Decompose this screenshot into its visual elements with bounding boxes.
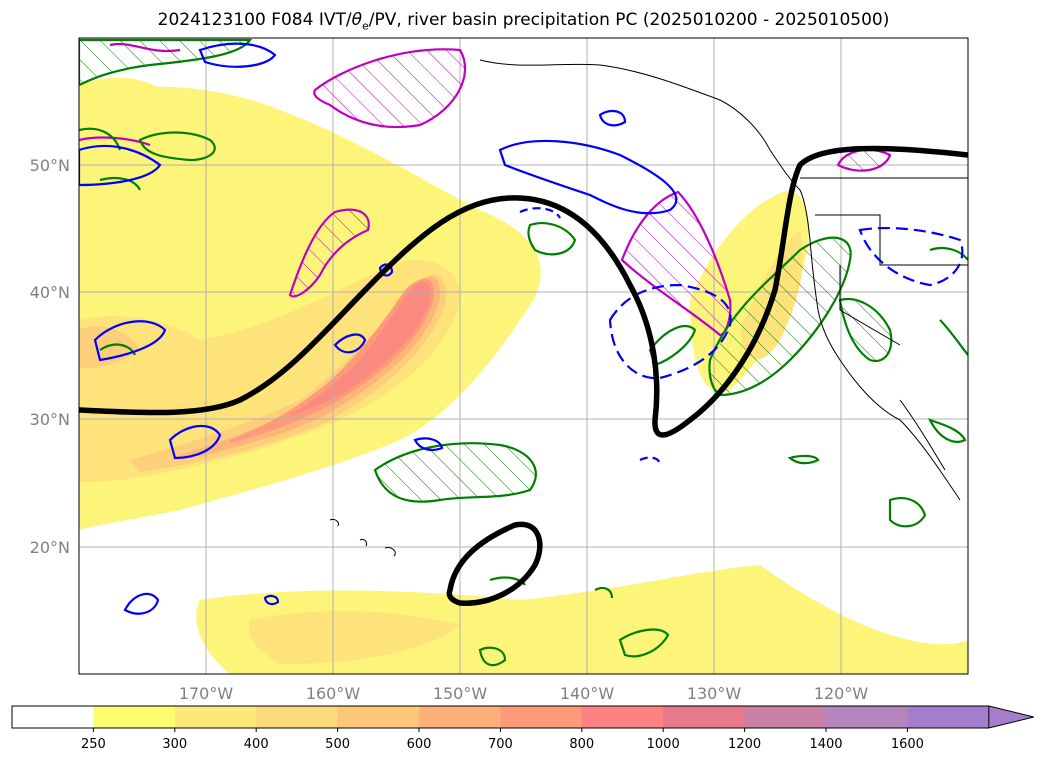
colorbar-segment	[174, 706, 257, 728]
lat-tick-label-50n: 50°N	[30, 156, 70, 175]
green-line-2	[99, 176, 141, 191]
colorbar-tick-label: 400	[244, 737, 269, 752]
colorbar-segment	[419, 706, 501, 728]
colorbar-segment	[744, 706, 827, 728]
coastlines	[329, 59, 968, 557]
magenta-pv-contours	[79, 42, 892, 337]
green-ring-4	[618, 628, 670, 658]
blue-ring-small2	[598, 109, 627, 127]
ivt-fill-700	[290, 282, 431, 415]
green-hatch-central	[373, 442, 537, 503]
blue-ring-hawaiiw	[168, 424, 222, 460]
title-theta-subscript: e	[362, 19, 369, 33]
blue-ring-west	[93, 320, 167, 362]
gridlines	[79, 38, 968, 674]
colorbar-tick-label: 250	[81, 737, 106, 752]
map-plot-area	[79, 38, 968, 674]
colorbar-segment	[256, 706, 339, 728]
colorbar-tick-label: 800	[569, 737, 594, 752]
colorbar-tick-label: 600	[407, 737, 432, 752]
colorbar-tick-label: 1200	[728, 737, 761, 752]
green-line-5	[594, 586, 614, 599]
title-theta: θ	[351, 10, 362, 30]
green-ring-6	[478, 646, 507, 667]
coastline-bc	[799, 189, 961, 501]
green-ring-2	[527, 222, 577, 256]
title-suffix: /PV, river basin precipitation PC (20250…	[368, 10, 890, 30]
lat-tick-label-30n: 30°N	[30, 410, 70, 429]
colorbar-extend-arrow	[988, 705, 1034, 729]
magenta-hatch-north	[313, 48, 466, 129]
blue-ring-mid	[333, 333, 367, 354]
black-contours	[79, 145, 968, 606]
title-prefix: 2024123100 F084 IVT/	[157, 10, 352, 30]
magenta-line-nw	[79, 136, 151, 147]
blue-ring-small4	[263, 594, 280, 606]
green-hatch-california	[838, 297, 893, 363]
magenta-hatch-center	[288, 208, 370, 298]
ivt-fill-400-west	[79, 326, 140, 369]
colorbar-segment	[907, 706, 990, 728]
blue-ring-north	[498, 139, 678, 215]
colorbar-segment	[826, 706, 908, 728]
coastline-alaska	[479, 59, 801, 191]
green-hatch-nw	[79, 38, 253, 87]
green-ring-3	[888, 497, 927, 528]
green-ring-5	[787, 454, 820, 465]
map-frame	[78, 37, 969, 675]
lat-tick-labels: 50°N 40°N 30°N 20°N	[30, 156, 70, 557]
lon-tick-label-170w: 170°W	[179, 684, 234, 703]
ivt-fill-300-south	[248, 610, 460, 665]
black-contour-south	[446, 521, 543, 606]
ivt-fill-250-north	[79, 77, 170, 105]
colorbar-tick-label: 1000	[647, 737, 680, 752]
lon-tick-label-130w: 130°W	[687, 684, 742, 703]
green-line-6	[929, 246, 968, 261]
magenta-hatch-small	[836, 148, 892, 172]
colorbar-segment	[93, 706, 176, 728]
hawaii	[329, 519, 396, 557]
colorbar-tick-label: 1600	[891, 737, 924, 752]
green-line-7	[939, 319, 968, 356]
green-ring-1	[138, 131, 216, 162]
colorbar-segment	[663, 706, 746, 728]
colorbar-segment	[337, 706, 420, 728]
magenta-hatch-east	[620, 190, 732, 337]
colorbar-tick-label: 300	[162, 737, 187, 752]
colorbar-tick-label: 1400	[809, 737, 842, 752]
blue-ring-nw	[79, 144, 162, 187]
colorbar-segment	[12, 706, 94, 728]
colorbar-tick-label: 700	[488, 737, 513, 752]
colorbar-tick-label: 500	[325, 737, 350, 752]
lon-tick-label-140w: 140°W	[560, 684, 615, 703]
green-ring-8	[927, 418, 967, 443]
colorbar-segment	[581, 706, 664, 728]
colorbar-segment	[500, 706, 583, 728]
lat-tick-label-20n: 20°N	[30, 538, 70, 557]
lon-tick-label-160w: 160°W	[306, 684, 361, 703]
blue-ring-topnw	[198, 42, 277, 68]
blue-ring-southw	[123, 592, 160, 615]
state-border-3	[839, 265, 901, 346]
blue-dashed-small2	[639, 456, 662, 466]
baja	[899, 399, 946, 471]
colorbar: 250 300 400 500 600 700 800 1000 1200 1400 1600	[11, 705, 1034, 752]
blue-ring-small3	[413, 437, 444, 451]
ivt-fill-300	[79, 260, 460, 482]
lon-tick-label-150w: 150°W	[433, 684, 488, 703]
lon-tick-label-120w: 120°W	[814, 684, 869, 703]
lat-tick-label-40n: 40°N	[30, 283, 70, 302]
blue-dashed-east	[608, 283, 732, 380]
state-border-2	[815, 214, 968, 266]
blue-dashed-small	[519, 207, 561, 219]
lon-tick-labels: 170°W 160°W 150°W 140°W 130°W 120°W	[179, 684, 869, 703]
chart-title: 2024123100 F084 IVT/θe/PV, river basin p…	[0, 10, 1047, 32]
green-ring-7	[648, 324, 697, 367]
black-contour-main	[79, 145, 968, 438]
